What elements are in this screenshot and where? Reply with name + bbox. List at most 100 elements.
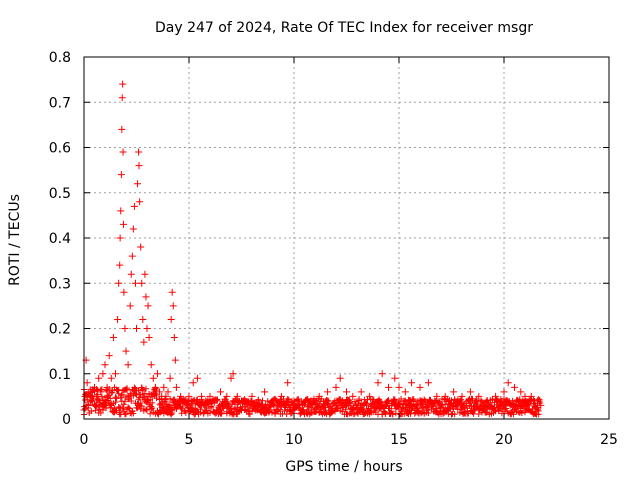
data-point bbox=[113, 395, 120, 402]
data-point bbox=[135, 162, 143, 170]
data-point bbox=[401, 398, 408, 405]
data-point bbox=[189, 379, 197, 387]
data-point bbox=[197, 406, 204, 413]
data-point bbox=[366, 392, 374, 400]
data-point bbox=[401, 388, 409, 396]
data-point bbox=[443, 407, 450, 414]
data-point bbox=[149, 399, 156, 406]
data-point bbox=[147, 410, 154, 417]
data-point bbox=[202, 397, 210, 405]
data-point bbox=[168, 288, 176, 296]
data-point bbox=[142, 293, 150, 301]
data-point bbox=[410, 397, 417, 404]
data-point bbox=[248, 392, 256, 400]
data-point bbox=[535, 411, 542, 418]
data-point bbox=[142, 406, 149, 413]
data-point bbox=[194, 408, 201, 415]
data-point bbox=[83, 379, 91, 387]
data-point bbox=[96, 406, 103, 413]
data-point bbox=[93, 392, 101, 400]
x-tick-label: 5 bbox=[185, 432, 194, 448]
data-point bbox=[285, 396, 292, 403]
data-point bbox=[171, 356, 179, 364]
data-point bbox=[238, 407, 245, 414]
data-point bbox=[261, 388, 269, 396]
data-point bbox=[88, 397, 96, 405]
data-point bbox=[129, 225, 137, 233]
x-tick-label: 20 bbox=[495, 432, 513, 448]
x-axis-label: GPS time / hours bbox=[285, 459, 402, 475]
data-point bbox=[131, 279, 139, 287]
data-point bbox=[425, 409, 432, 416]
data-point bbox=[118, 125, 126, 133]
data-point bbox=[137, 243, 145, 251]
y-tick-label: 0.1 bbox=[49, 367, 71, 383]
y-tick-label: 0.5 bbox=[49, 186, 71, 202]
data-point bbox=[346, 399, 353, 406]
data-point bbox=[133, 325, 140, 332]
data-point bbox=[148, 403, 155, 410]
data-point bbox=[398, 395, 405, 402]
data-point bbox=[116, 234, 124, 242]
data-point bbox=[315, 392, 323, 400]
data-point bbox=[347, 400, 354, 407]
y-tick-label: 0.2 bbox=[49, 322, 71, 338]
data-point bbox=[433, 405, 440, 412]
y-tick-label: 0.7 bbox=[49, 95, 71, 111]
data-point bbox=[357, 388, 365, 396]
data-point bbox=[307, 397, 315, 405]
data-point bbox=[139, 315, 147, 323]
data-point bbox=[332, 383, 340, 391]
data-point bbox=[350, 411, 357, 418]
data-point bbox=[122, 347, 130, 355]
data-point bbox=[220, 405, 227, 412]
data-point bbox=[136, 198, 144, 206]
data-point bbox=[206, 392, 214, 400]
data-point bbox=[156, 388, 164, 396]
data-point bbox=[295, 395, 302, 402]
data-point bbox=[138, 279, 146, 287]
data-point bbox=[102, 402, 108, 409]
data-point bbox=[481, 406, 488, 413]
data-point bbox=[170, 334, 178, 342]
data-point bbox=[131, 384, 138, 391]
data-point bbox=[140, 338, 148, 346]
data-point bbox=[239, 403, 246, 410]
data-point bbox=[450, 388, 458, 396]
data-point bbox=[374, 379, 382, 387]
data-point bbox=[123, 410, 129, 417]
data-point bbox=[300, 406, 307, 413]
data-point bbox=[115, 279, 123, 287]
data-point bbox=[451, 411, 458, 418]
data-point bbox=[534, 397, 542, 405]
data-point bbox=[425, 404, 432, 411]
data-point bbox=[119, 80, 127, 88]
data-point bbox=[249, 408, 255, 415]
data-point bbox=[435, 398, 442, 405]
data-point bbox=[147, 396, 154, 403]
y-tick-label: 0.8 bbox=[49, 50, 71, 66]
data-point bbox=[388, 408, 395, 415]
x-tick-label: 0 bbox=[80, 432, 89, 448]
data-point bbox=[172, 383, 180, 391]
data-point bbox=[97, 409, 104, 416]
data-point bbox=[395, 383, 403, 391]
data-point bbox=[101, 361, 109, 369]
data-points bbox=[80, 80, 545, 414]
data-point bbox=[290, 397, 298, 405]
data-point bbox=[166, 374, 174, 382]
data-point bbox=[94, 387, 101, 394]
data-point bbox=[105, 352, 113, 360]
data-point bbox=[408, 405, 415, 412]
data-point bbox=[483, 409, 490, 416]
data-point bbox=[117, 171, 125, 179]
data-point bbox=[385, 383, 392, 391]
data-point bbox=[537, 401, 545, 409]
y-axis-ticks: 0 0.1 0.2 0.3 0.4 0.5 0.6 0.7 0.8 bbox=[49, 50, 609, 428]
data-point bbox=[385, 397, 392, 404]
data-point bbox=[483, 398, 490, 405]
data-point bbox=[109, 334, 117, 342]
data-point bbox=[149, 405, 156, 412]
data-point bbox=[118, 94, 126, 102]
data-point bbox=[119, 405, 126, 412]
